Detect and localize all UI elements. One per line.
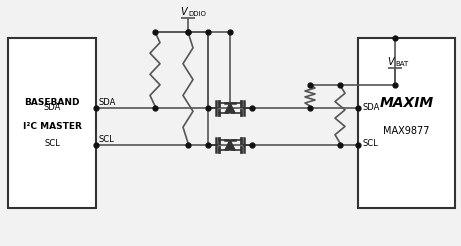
- Text: DDIO: DDIO: [188, 11, 206, 17]
- Bar: [8, 38, 96, 208]
- Text: BASEBAND: BASEBAND: [24, 98, 80, 107]
- Text: BAT: BAT: [395, 61, 408, 67]
- Text: SDA: SDA: [362, 103, 379, 111]
- Text: SCL: SCL: [98, 135, 114, 144]
- Text: SCL: SCL: [362, 139, 378, 149]
- Text: V: V: [180, 7, 187, 17]
- Polygon shape: [225, 140, 235, 150]
- Text: V: V: [387, 57, 394, 67]
- Text: SCL: SCL: [44, 139, 60, 149]
- Text: I²C MASTER: I²C MASTER: [23, 122, 82, 131]
- Text: MAXIM: MAXIM: [379, 96, 433, 110]
- Text: SDA: SDA: [98, 98, 115, 107]
- Text: SDA: SDA: [43, 103, 61, 111]
- Bar: [358, 38, 455, 208]
- Text: MAX9877: MAX9877: [383, 126, 430, 137]
- Polygon shape: [225, 103, 235, 113]
